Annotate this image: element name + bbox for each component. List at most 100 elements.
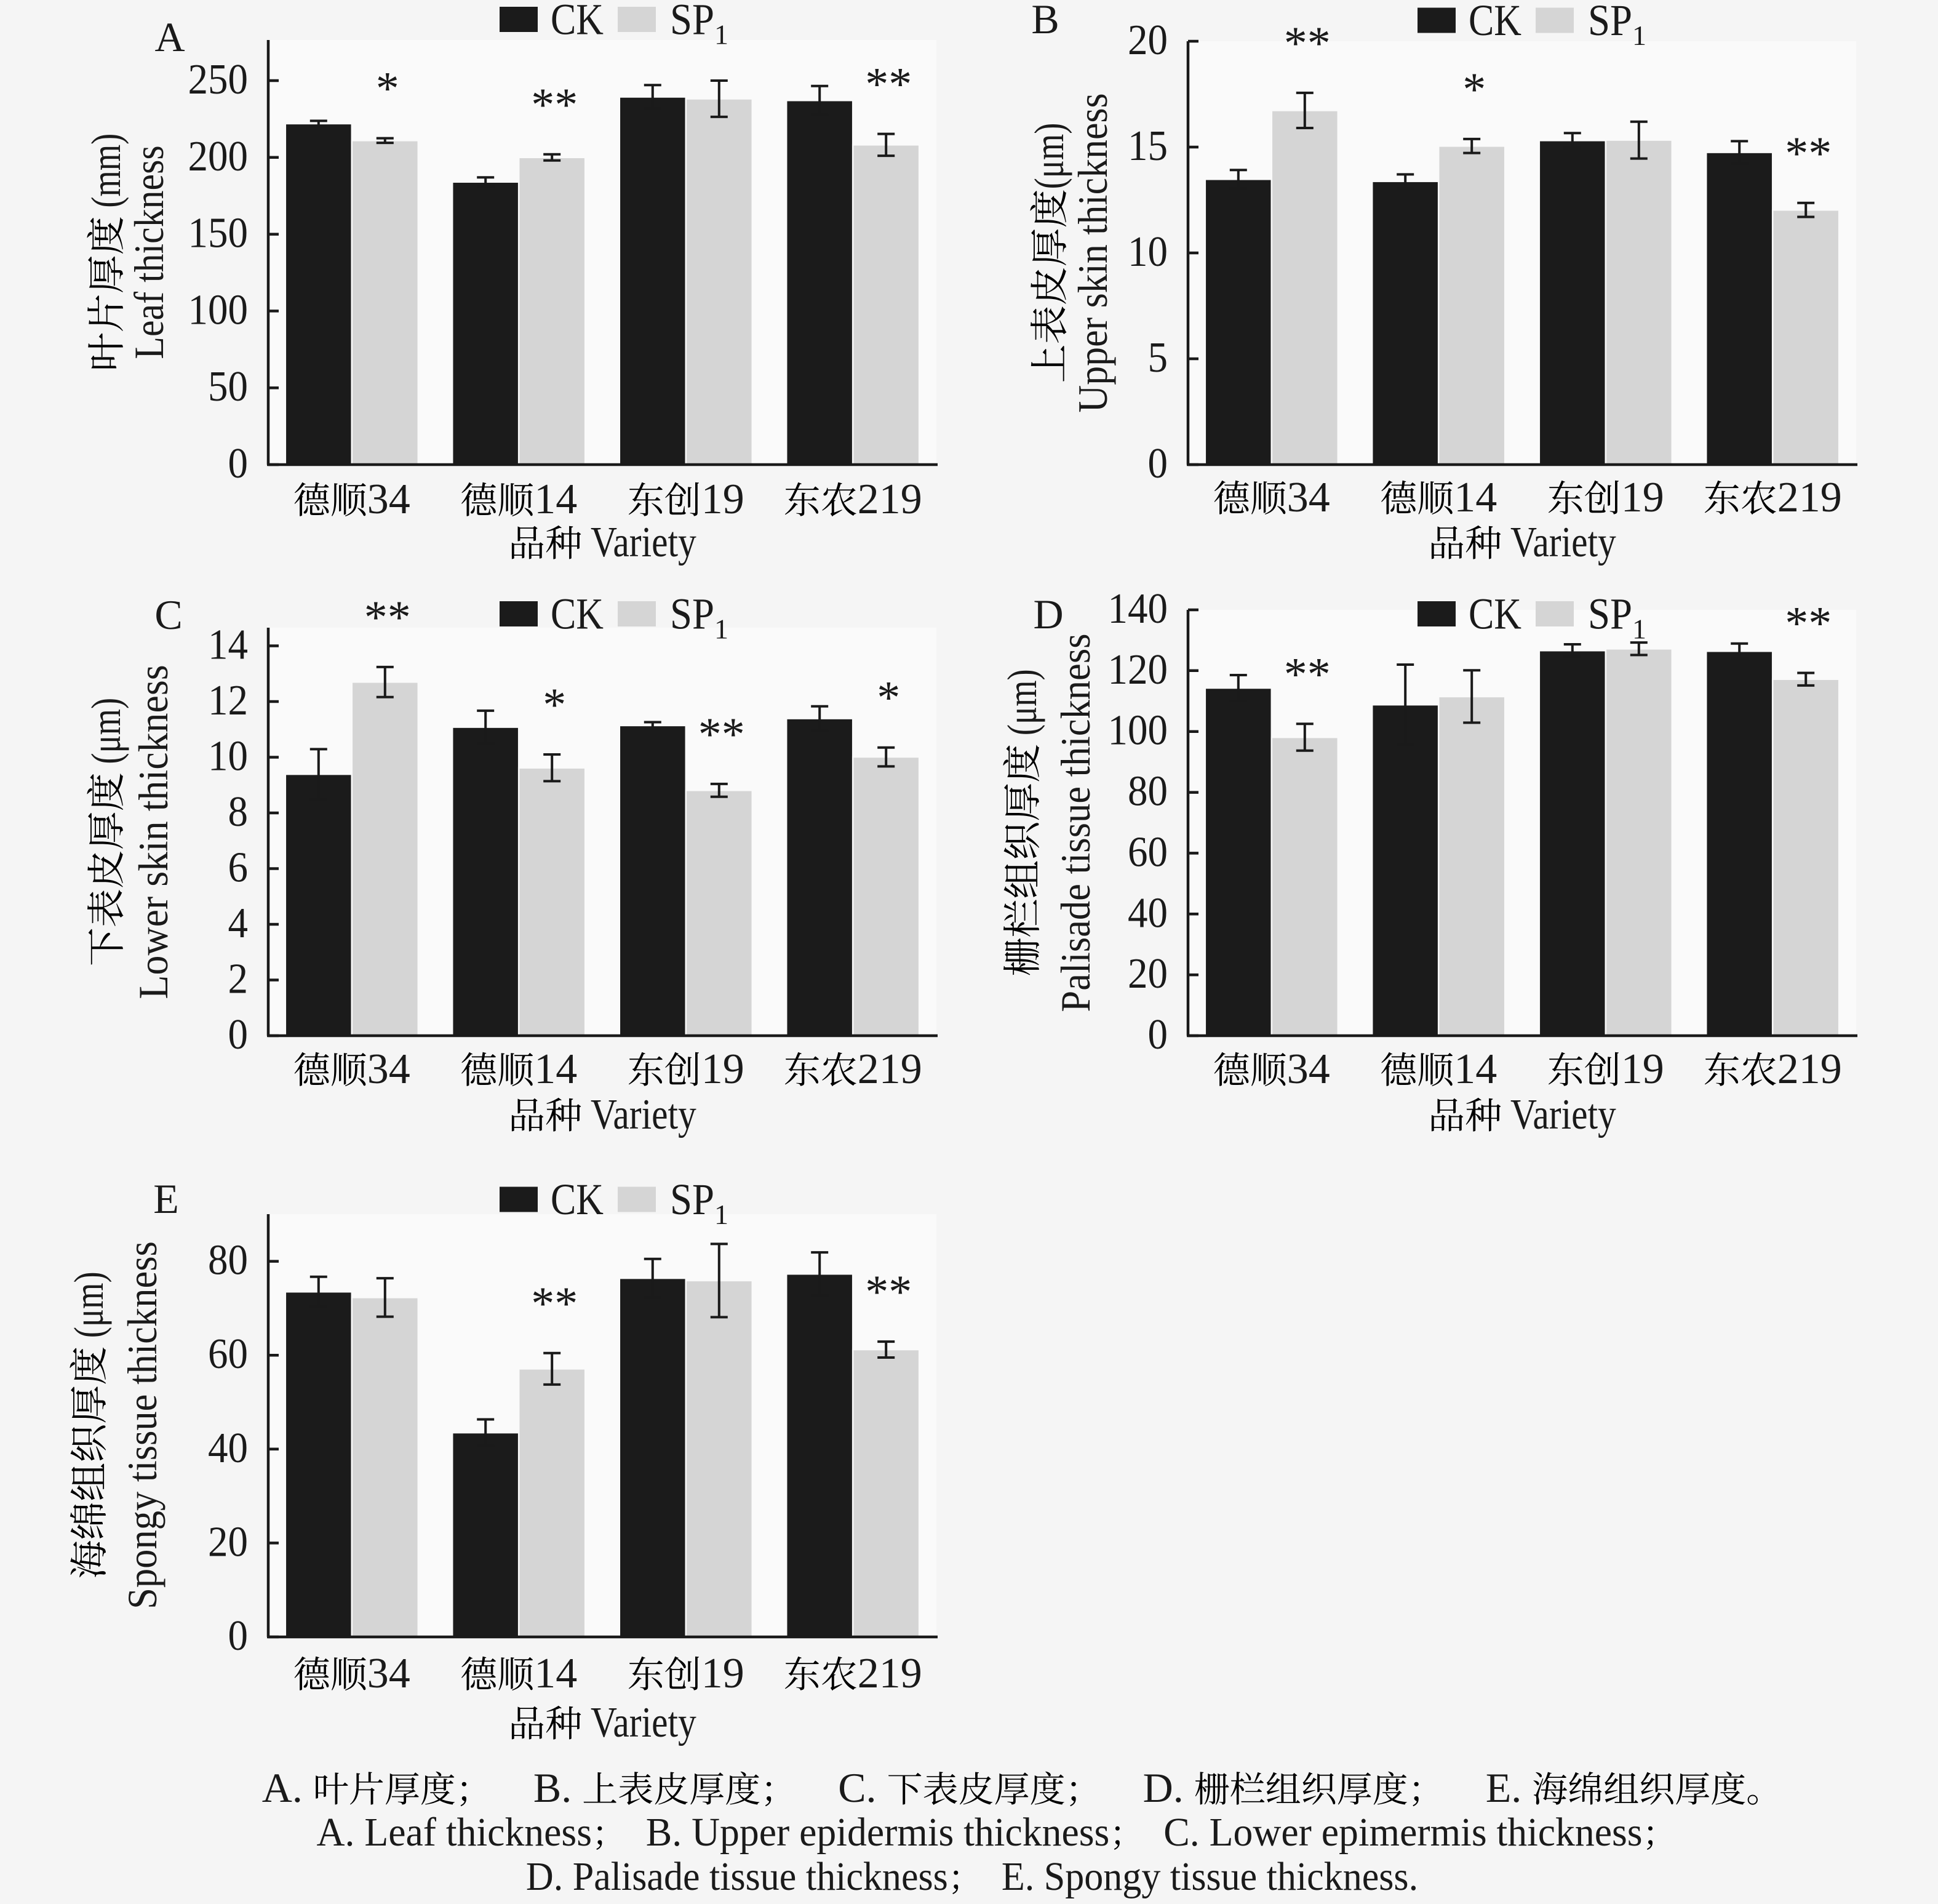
- svg-text:**: **: [865, 58, 912, 110]
- svg-text:19: 19: [701, 1046, 744, 1093]
- svg-text:CK: CK: [551, 1175, 604, 1224]
- svg-text:12: 12: [208, 677, 248, 724]
- svg-text:150: 150: [188, 210, 249, 257]
- svg-text:140: 140: [1108, 585, 1168, 633]
- svg-text:0: 0: [228, 440, 249, 487]
- svg-text:34: 34: [1287, 474, 1330, 521]
- svg-text:E: E: [153, 1175, 179, 1222]
- svg-text:CK: CK: [551, 590, 604, 639]
- svg-text:(μm): (μm): [65, 1271, 112, 1346]
- svg-text:50: 50: [208, 363, 248, 410]
- svg-text:0: 0: [1148, 1011, 1168, 1058]
- svg-text:19: 19: [1621, 474, 1664, 521]
- svg-text:*: *: [877, 672, 900, 724]
- svg-text:**: **: [364, 591, 411, 643]
- svg-text:Upper skin thickness: Upper skin thickness: [1069, 93, 1116, 412]
- svg-text:14: 14: [1454, 1046, 1497, 1093]
- svg-text:Variety: Variety: [582, 1699, 696, 1746]
- svg-text:219: 219: [1777, 474, 1842, 521]
- svg-text:*: *: [543, 679, 566, 731]
- svg-text:A. Leaf thickness: A. Leaf thickness: [317, 1810, 592, 1855]
- svg-text:**: **: [531, 1278, 578, 1329]
- svg-text:8: 8: [228, 788, 249, 836]
- svg-text:40: 40: [1128, 889, 1168, 937]
- svg-text:A.: A.: [262, 1764, 313, 1811]
- svg-text:(μm): (μm): [82, 698, 129, 772]
- svg-text:**: **: [1785, 598, 1832, 649]
- svg-text:SP1: SP1: [1588, 590, 1646, 645]
- svg-text:**: **: [1284, 17, 1331, 69]
- svg-text:60: 60: [1128, 828, 1168, 876]
- svg-text:6: 6: [228, 844, 249, 892]
- svg-text:34: 34: [367, 1046, 410, 1093]
- svg-text:CK: CK: [1469, 0, 1521, 45]
- svg-text:B. Upper epidermis thickness: B. Upper epidermis thickness: [626, 1810, 1109, 1855]
- svg-text:Palisade tissue thickness: Palisade tissue thickness: [1052, 634, 1099, 1012]
- svg-text:**: **: [1284, 649, 1331, 700]
- svg-text:C. Lower epimermis thickness: C. Lower epimermis thickness: [1144, 1810, 1642, 1855]
- svg-text:80: 80: [1128, 768, 1168, 815]
- svg-text:0: 0: [228, 1612, 249, 1660]
- svg-text:C: C: [154, 591, 182, 638]
- svg-text:19: 19: [701, 476, 744, 523]
- svg-text:D: D: [1033, 591, 1063, 638]
- svg-text:A: A: [154, 14, 185, 60]
- svg-text:34: 34: [367, 476, 410, 523]
- svg-text:15: 15: [1128, 122, 1168, 170]
- svg-text:D.: D.: [1101, 1764, 1194, 1811]
- svg-text:19: 19: [701, 1650, 744, 1697]
- svg-text:34: 34: [367, 1650, 410, 1697]
- svg-text:250: 250: [188, 56, 249, 103]
- svg-text:SP1: SP1: [670, 590, 728, 645]
- svg-text:10: 10: [208, 733, 248, 780]
- svg-text:D. Palisade tissue thickness: D. Palisade tissue thickness: [526, 1854, 948, 1899]
- svg-text:CK: CK: [1469, 590, 1521, 639]
- svg-text:(μm): (μm): [1026, 123, 1072, 190]
- svg-text:B.: B.: [492, 1764, 582, 1811]
- svg-text:Spongy tissue thickness: Spongy tissue thickness: [119, 1241, 165, 1609]
- svg-text:CK: CK: [551, 0, 604, 44]
- svg-text:100: 100: [188, 286, 249, 334]
- svg-text:Leaf thickness: Leaf thickness: [126, 145, 172, 359]
- svg-text:Variety: Variety: [582, 519, 696, 566]
- svg-text:14: 14: [534, 1046, 577, 1093]
- svg-text:5: 5: [1148, 334, 1168, 382]
- svg-text:4: 4: [228, 900, 249, 947]
- svg-text:**: **: [698, 708, 745, 760]
- svg-text:Lower skin thickness: Lower skin thickness: [130, 665, 177, 999]
- svg-text:34: 34: [1287, 1046, 1330, 1093]
- svg-text:20: 20: [1128, 950, 1168, 998]
- svg-text:100: 100: [1108, 707, 1168, 754]
- svg-text:**: **: [1785, 127, 1832, 179]
- svg-text:E.: E.: [1444, 1764, 1533, 1811]
- svg-text:0: 0: [228, 1011, 249, 1058]
- svg-text:SP1: SP1: [670, 1175, 728, 1230]
- svg-text:C.: C.: [796, 1764, 887, 1811]
- svg-text:219: 219: [858, 476, 922, 523]
- svg-text:10: 10: [1128, 228, 1168, 276]
- svg-text:60: 60: [208, 1330, 248, 1378]
- svg-text:Variety: Variety: [1502, 519, 1616, 566]
- svg-text:219: 219: [858, 1650, 922, 1697]
- svg-text:SP1: SP1: [670, 0, 728, 50]
- svg-text:80: 80: [208, 1237, 248, 1284]
- svg-text:14: 14: [534, 476, 577, 523]
- svg-text:**: **: [865, 1266, 912, 1318]
- svg-text:E. Spongy tissue thickness.: E. Spongy tissue thickness.: [983, 1854, 1418, 1899]
- svg-text:40: 40: [208, 1425, 248, 1472]
- svg-text:219: 219: [1777, 1046, 1842, 1093]
- svg-text:2: 2: [228, 956, 249, 1003]
- svg-text:(μm): (μm): [999, 669, 1045, 743]
- svg-text:**: **: [531, 79, 578, 130]
- svg-text:120: 120: [1108, 646, 1168, 694]
- svg-text:0: 0: [1148, 440, 1168, 487]
- svg-text:219: 219: [858, 1046, 922, 1093]
- svg-text:14: 14: [1454, 474, 1497, 521]
- svg-text:Variety: Variety: [1502, 1091, 1616, 1138]
- svg-text:SP1: SP1: [1588, 0, 1646, 51]
- svg-text:Variety: Variety: [582, 1091, 696, 1138]
- svg-text:B: B: [1031, 0, 1059, 42]
- svg-text:*: *: [1462, 63, 1486, 115]
- svg-text:(mm): (mm): [82, 134, 129, 217]
- svg-text:*: *: [376, 63, 399, 114]
